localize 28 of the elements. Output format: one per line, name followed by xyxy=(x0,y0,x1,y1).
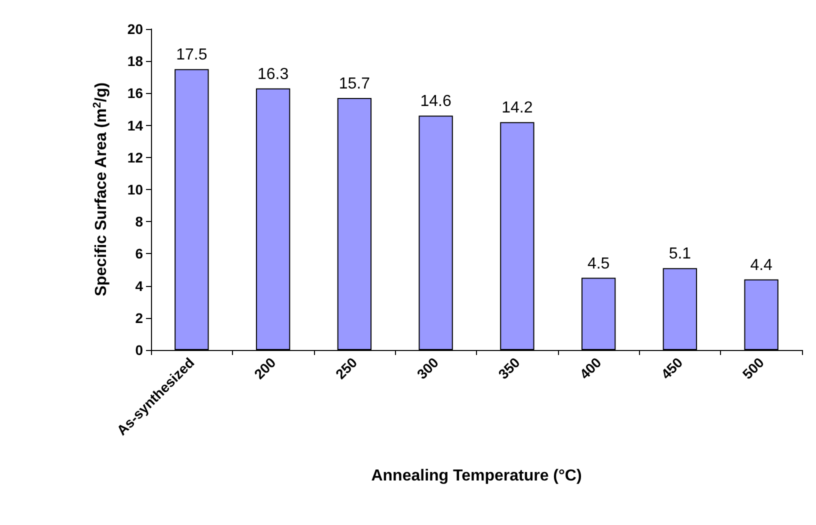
y-tick-label: 16 xyxy=(127,85,144,102)
y-tick-label: 18 xyxy=(127,53,144,70)
x-tick-label: 450 xyxy=(658,354,686,382)
data-label: 16.3 xyxy=(257,66,289,83)
x-tick-label: 400 xyxy=(576,354,604,382)
y-tick-label: 0 xyxy=(135,342,144,358)
y-tick-label: 6 xyxy=(135,246,144,262)
y-tick-label: 4 xyxy=(135,278,144,294)
y-tick-label: 2 xyxy=(135,310,144,326)
x-tick-label: 350 xyxy=(495,354,523,382)
data-label: 15.7 xyxy=(338,76,370,93)
data-label: 14.2 xyxy=(502,100,533,117)
x-tick-label: 250 xyxy=(332,354,360,382)
y-axis-title: Specific Surface Area (m2/g) xyxy=(92,82,110,296)
y-tick-label: 14 xyxy=(127,117,144,134)
x-tick-label: 200 xyxy=(250,354,279,382)
x-axis-title: Annealing Temperature (°C) xyxy=(371,468,582,484)
data-label: 14.6 xyxy=(420,93,452,110)
y-tick-label: 8 xyxy=(135,214,144,230)
data-label: 17.5 xyxy=(176,46,208,64)
x-tick-label: 500 xyxy=(739,354,768,382)
data-label: 4.4 xyxy=(750,256,773,274)
y-tick-label: 20 xyxy=(127,21,144,37)
x-tick-label: 300 xyxy=(414,354,442,382)
data-label: 5.1 xyxy=(668,246,692,263)
y-tick-label: 10 xyxy=(127,182,144,198)
y-tick-label: 12 xyxy=(127,149,144,166)
data-label: 4.5 xyxy=(587,255,610,272)
